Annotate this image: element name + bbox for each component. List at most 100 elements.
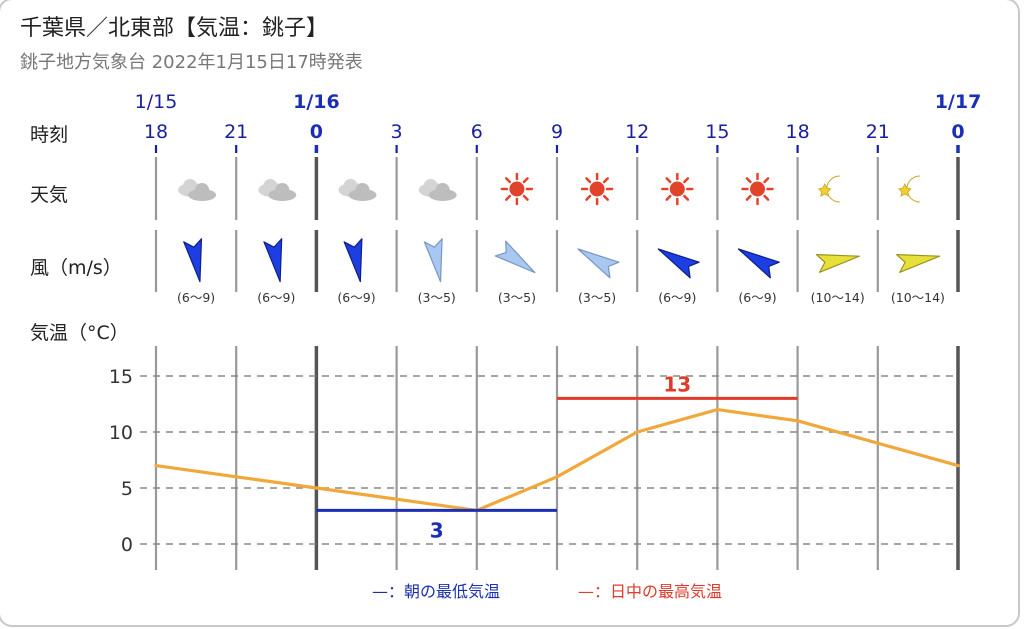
sun-ray	[665, 194, 672, 201]
wind-arrow-shape	[896, 254, 941, 273]
wind-speed-label-1: (6～9)	[257, 290, 295, 305]
wind-arrow-shape	[343, 238, 363, 283]
cloud-front-puff	[435, 183, 450, 197]
sun-disc	[589, 181, 605, 197]
moon-crescent	[826, 175, 840, 203]
wind-speed-label-9: (10～14)	[891, 290, 945, 305]
sun-ray	[763, 177, 770, 184]
wind-arrow-shape	[737, 248, 780, 279]
wind-speed-label-0: (6～9)	[177, 290, 215, 305]
sunny-icon-4	[500, 172, 534, 206]
cloud-front-puff	[195, 183, 210, 197]
sun-ray	[683, 177, 690, 184]
wind-arrow-icon-5	[577, 248, 620, 279]
cloud-back-puff	[183, 179, 198, 193]
cloud-back-puff	[343, 179, 358, 193]
wind-speed-label-4: (3～5)	[498, 290, 536, 305]
temperature-point-8	[796, 419, 800, 423]
wind-speed-label-2: (6～9)	[337, 290, 375, 305]
temp-row-label: 気温（°C）	[30, 322, 129, 344]
sun-disc	[669, 181, 685, 197]
wind-speed-label-5: (3～5)	[578, 290, 616, 305]
sun-ray	[585, 177, 592, 184]
temperature-point-6	[635, 430, 639, 434]
wind-arrow-icon-0	[183, 238, 203, 283]
sun-ray	[505, 177, 512, 184]
sun-ray	[522, 194, 529, 201]
wind-arrow-icon-6	[657, 248, 700, 279]
moon-star	[898, 183, 912, 197]
sun-ray	[665, 177, 672, 184]
moon-icon-8	[817, 175, 840, 203]
hour-label-1: 21	[224, 121, 248, 143]
y-tick-label-0: 0	[121, 534, 133, 556]
y-tick-label-15: 15	[109, 366, 133, 388]
wind-arrow-shape	[815, 254, 860, 273]
wind-arrow-icon-4	[494, 240, 536, 274]
wind-row-label: 風（m/s）	[30, 257, 122, 279]
sun-ray	[602, 177, 609, 184]
cloudy-icon-3	[418, 179, 457, 201]
hour-label-2: 0	[310, 121, 323, 143]
wind-arrow-shape	[263, 238, 283, 283]
wind-arrow-icon-8	[815, 254, 860, 273]
temperature-point-0	[154, 464, 158, 468]
temperature-point-5	[555, 475, 559, 479]
cloud-front-puff	[275, 183, 290, 197]
moon-star	[817, 183, 832, 197]
wind-speed-label-3: (3～5)	[418, 290, 456, 305]
moon-crescent	[906, 175, 920, 203]
time-row-label: 時刻	[30, 124, 69, 146]
wind-arrow-icon-1	[263, 238, 283, 283]
sun-ray	[602, 194, 609, 201]
sun-ray	[763, 194, 770, 201]
sun-ray	[522, 177, 529, 184]
wind-arrow-shape	[657, 248, 700, 279]
sun-disc	[509, 181, 525, 197]
temperature-point-10	[956, 464, 960, 468]
y-tick-label-10: 10	[109, 422, 133, 444]
cloud-front-puff	[355, 183, 370, 197]
cloudy-icon-0	[178, 179, 217, 201]
wind-speed-label-7: (6～9)	[738, 290, 776, 305]
wind-arrow-shape	[423, 238, 443, 283]
hour-label-9: 21	[866, 121, 890, 143]
wind-arrow-icon-7	[737, 248, 780, 279]
wind-arrow-icon-9	[896, 254, 941, 273]
temperature-point-1	[234, 475, 238, 479]
date-label-2: 1/17	[935, 91, 982, 113]
sun-disc	[750, 181, 765, 197]
hour-label-7: 15	[705, 121, 729, 143]
cloudy-icon-2	[338, 179, 377, 201]
sunny-icon-5	[580, 172, 614, 206]
wind-speed-label-8: (10～14)	[811, 290, 865, 305]
weather-row-label: 天気	[30, 184, 69, 206]
temperature-point-7	[715, 408, 720, 412]
annotation-label-1: 13	[663, 372, 691, 396]
wind-arrow-shape	[183, 238, 203, 283]
legend-max-temp: —：日中の最高気温	[578, 582, 723, 601]
hour-label-10: 0	[951, 121, 964, 143]
sun-ray	[683, 194, 690, 201]
cloud-back-puff	[423, 179, 438, 193]
sun-ray	[745, 194, 752, 201]
hour-label-0: 18	[144, 121, 168, 143]
cloud-back-puff	[263, 179, 278, 193]
sun-ray	[585, 194, 592, 201]
date-label-0: 1/15	[135, 91, 178, 113]
hour-label-3: 3	[391, 121, 403, 143]
wind-arrow-shape	[577, 248, 620, 279]
page-title: 千葉県／北東部【気温：銚子】	[20, 16, 329, 41]
annotation-label-0: 3	[430, 518, 444, 542]
hour-label-6: 12	[625, 121, 649, 143]
temperature-point-3	[395, 497, 399, 501]
hour-label-4: 6	[471, 121, 483, 143]
sunny-icon-7	[741, 172, 774, 206]
legend-min-temp: —：朝の最低気温	[372, 582, 501, 601]
y-tick-label-5: 5	[121, 478, 133, 500]
moon-icon-9	[898, 175, 920, 203]
wind-arrow-icon-3	[423, 238, 443, 283]
sun-ray	[745, 177, 752, 184]
sunny-icon-6	[661, 172, 694, 206]
